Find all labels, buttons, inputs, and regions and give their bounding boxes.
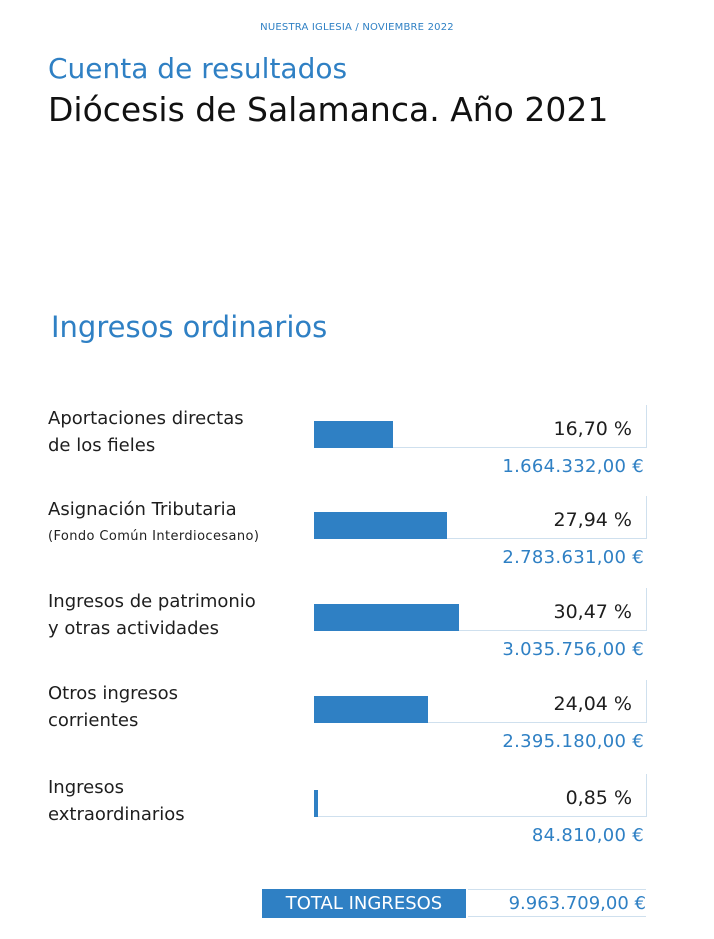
- row-label: Otros ingresos corrientes: [48, 680, 178, 734]
- percent-bar: [314, 604, 459, 631]
- row-label-line2: extraordinarios: [48, 804, 185, 825]
- amount-value: 3.035.756,00 €: [502, 639, 644, 660]
- bar-area: 27,94 %: [314, 496, 647, 539]
- row-label-line1: Aportaciones directas: [48, 408, 244, 429]
- row-label-line1: Otros ingresos: [48, 683, 179, 704]
- bar-area: 16,70 %: [314, 405, 647, 448]
- percent-value: 24,04 %: [553, 693, 633, 715]
- bar-area: 24,04 %: [314, 680, 647, 723]
- income-row-asignacion: Asignación Tributaria (Fondo Común Inter…: [0, 496, 714, 586]
- percent-value: 30,47 %: [553, 601, 633, 623]
- bar-area: 0,85 %: [314, 774, 647, 817]
- bar-area: 30,47 %: [314, 588, 647, 631]
- total-value: 9.963.709,00 €: [468, 889, 646, 917]
- percent-value: 0,85 %: [565, 787, 632, 809]
- percent-bar: [314, 790, 318, 817]
- row-label-line1: Ingresos: [48, 777, 124, 798]
- income-row-otros: Otros ingresos corrientes 24,04 % 2.395.…: [0, 680, 714, 770]
- row-label: Aportaciones directas de los fieles: [48, 405, 244, 459]
- amount-value: 2.395.180,00 €: [502, 731, 644, 752]
- row-label: Asignación Tributaria (Fondo Común Inter…: [48, 496, 259, 550]
- row-label: Ingresos extraordinarios: [48, 774, 185, 828]
- amount-value: 2.783.631,00 €: [502, 547, 644, 568]
- row-label-line1: Asignación Tributaria: [48, 499, 237, 520]
- page-header: NUESTRA IGLESIA / NOVIEMBRE 2022: [260, 22, 454, 33]
- income-row-patrimonio: Ingresos de patrimonio y otras actividad…: [0, 588, 714, 678]
- income-row-aportaciones: Aportaciones directas de los fieles 16,7…: [0, 405, 714, 495]
- row-label-line2: de los fieles: [48, 435, 156, 456]
- percent-bar: [314, 421, 393, 448]
- amount-value: 84.810,00 €: [531, 825, 644, 846]
- income-row-extraordinarios: Ingresos extraordinarios 0,85 % 84.810,0…: [0, 774, 714, 864]
- percent-value: 16,70 %: [553, 418, 633, 440]
- row-label: Ingresos de patrimonio y otras actividad…: [48, 588, 256, 642]
- percent-bar: [314, 696, 428, 723]
- page-subtitle: Diócesis de Salamanca. Año 2021: [48, 90, 609, 129]
- percent-value: 27,94 %: [553, 509, 633, 531]
- row-label-line2: y otras actividades: [48, 618, 219, 639]
- percent-bar: [314, 512, 447, 539]
- total-label: TOTAL INGRESOS: [262, 889, 466, 918]
- row-label-line2: (Fondo Común Interdiocesano): [48, 529, 260, 544]
- page-title: Cuenta de resultados: [48, 52, 348, 85]
- section-title: Ingresos ordinarios: [51, 310, 328, 344]
- row-label-line2: corrientes: [48, 710, 139, 731]
- amount-value: 1.664.332,00 €: [502, 456, 644, 477]
- row-label-line1: Ingresos de patrimonio: [48, 591, 256, 612]
